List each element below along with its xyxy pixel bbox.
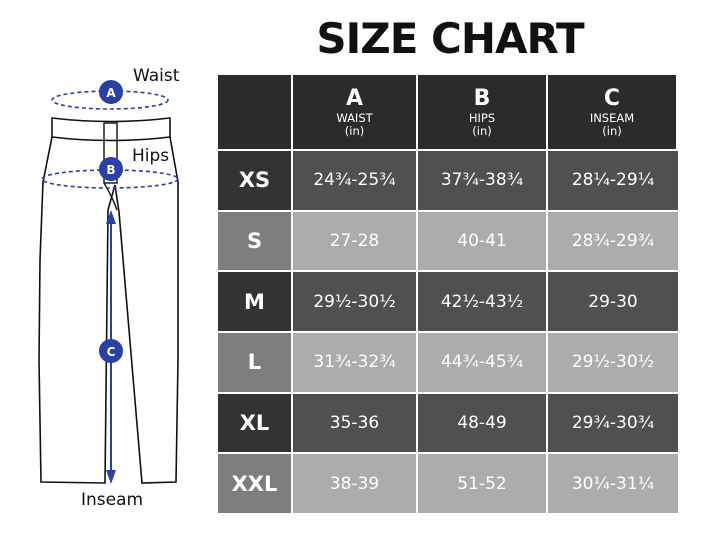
hips-value: 51-52 [418,454,548,515]
pants-outline-icon [38,90,179,484]
hips-value: 42½-43½ [418,272,548,333]
size-label: XL [218,393,293,455]
inseam-value: 29½-30½ [548,332,678,394]
header-hips: B HIPS (in) [418,75,548,151]
size-label: XS [218,151,293,212]
header-unit: (in) [344,123,365,138]
size-label: M [218,272,293,333]
marker-c-icon [99,339,123,363]
hips-value: 48-49 [418,393,548,455]
hips-label: Hips [132,146,170,166]
header-name: WAIST [336,111,373,126]
marker-c-label: C [107,345,116,359]
pants-diagram: A B C Waist Hips Inseam [0,0,215,529]
size-label: S [218,211,293,273]
hips-value: 44¾-45¾ [418,332,548,394]
header-letter: C [603,86,621,112]
size-label: L [218,332,293,394]
header-inseam: C INSEAM (in) [548,75,678,151]
waist-label: Waist [133,66,180,86]
marker-b-label: B [106,163,115,177]
waist-value: 38-39 [293,454,418,515]
inseam-value: 28¾-29¾ [548,211,678,273]
size-label: XXL [218,454,293,515]
waist-value: 27-28 [293,211,418,273]
header-name: HIPS [468,111,496,126]
inseam-value: 30¼-31¼ [548,454,678,515]
hips-value: 37¾-38¾ [418,151,548,212]
marker-a-label: A [106,86,116,100]
inseam-value: 29¾-30¾ [548,393,678,455]
header-waist: A WAIST (in) [293,75,418,151]
waist-value: 24¾-25¾ [293,151,418,212]
waist-value: 29½-30½ [293,272,418,333]
hips-value: 40-41 [418,211,548,273]
waist-value: 31¾-32¾ [293,332,418,394]
marker-b-icon [99,157,123,181]
header-letter: B [473,86,491,112]
size-chart-table: A WAIST (in) B HIPS (in) C INSEAM (in) X… [218,75,678,515]
header-unit: (in) [602,123,622,138]
inseam-value: 29-30 [548,272,678,333]
header-letter: A [345,86,364,112]
header-corner [218,75,293,151]
marker-a-icon [99,80,123,104]
page-title: SIZE CHART [316,14,584,63]
header-unit: (in) [472,123,492,138]
waist-value: 35-36 [293,393,418,455]
inseam-label: Inseam [81,490,144,510]
inseam-value: 28¼-29¼ [548,151,678,212]
header-name: INSEAM [589,111,635,126]
